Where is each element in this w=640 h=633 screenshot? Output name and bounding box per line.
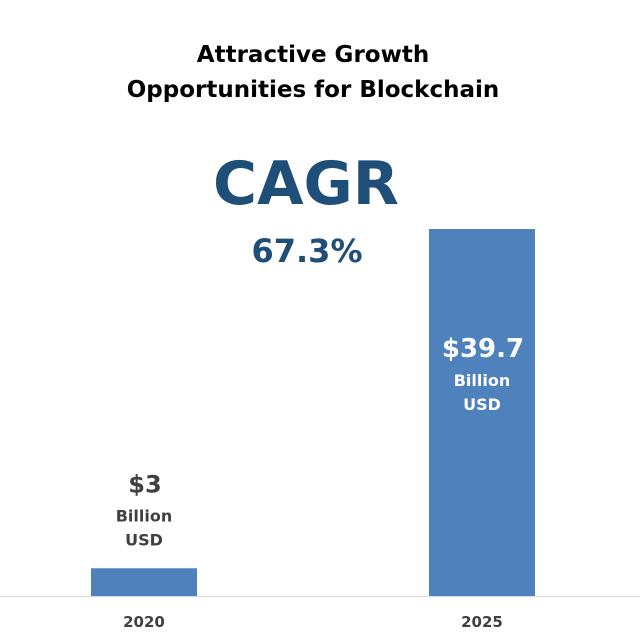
chart-title-line-1: Attractive Growth [197,42,429,68]
bar-value-label: $39.7 [442,334,524,364]
bar-unit-label: Billion [454,371,511,390]
bar-value-label: $3 [128,470,161,498]
x-tick-label: 2025 [461,613,503,631]
bar-2025 [429,229,535,596]
bar-currency-label: USD [125,530,163,549]
bar-2020 [91,568,197,596]
bar-currency-label: USD [463,395,501,414]
chart-title: Attractive Growth Opportunities for Bloc… [127,42,500,103]
chart-title-line-2: Opportunities for Blockchain [127,77,500,103]
plot-area: 2020 $3 Billion USD 2025 $39.7 Billion USD [0,229,640,631]
cagr-heading: CAGR [213,149,399,219]
cagr-value: 67.3% [251,232,362,270]
x-tick-label: 2020 [123,613,165,631]
bar-unit-label: Billion [116,506,173,525]
